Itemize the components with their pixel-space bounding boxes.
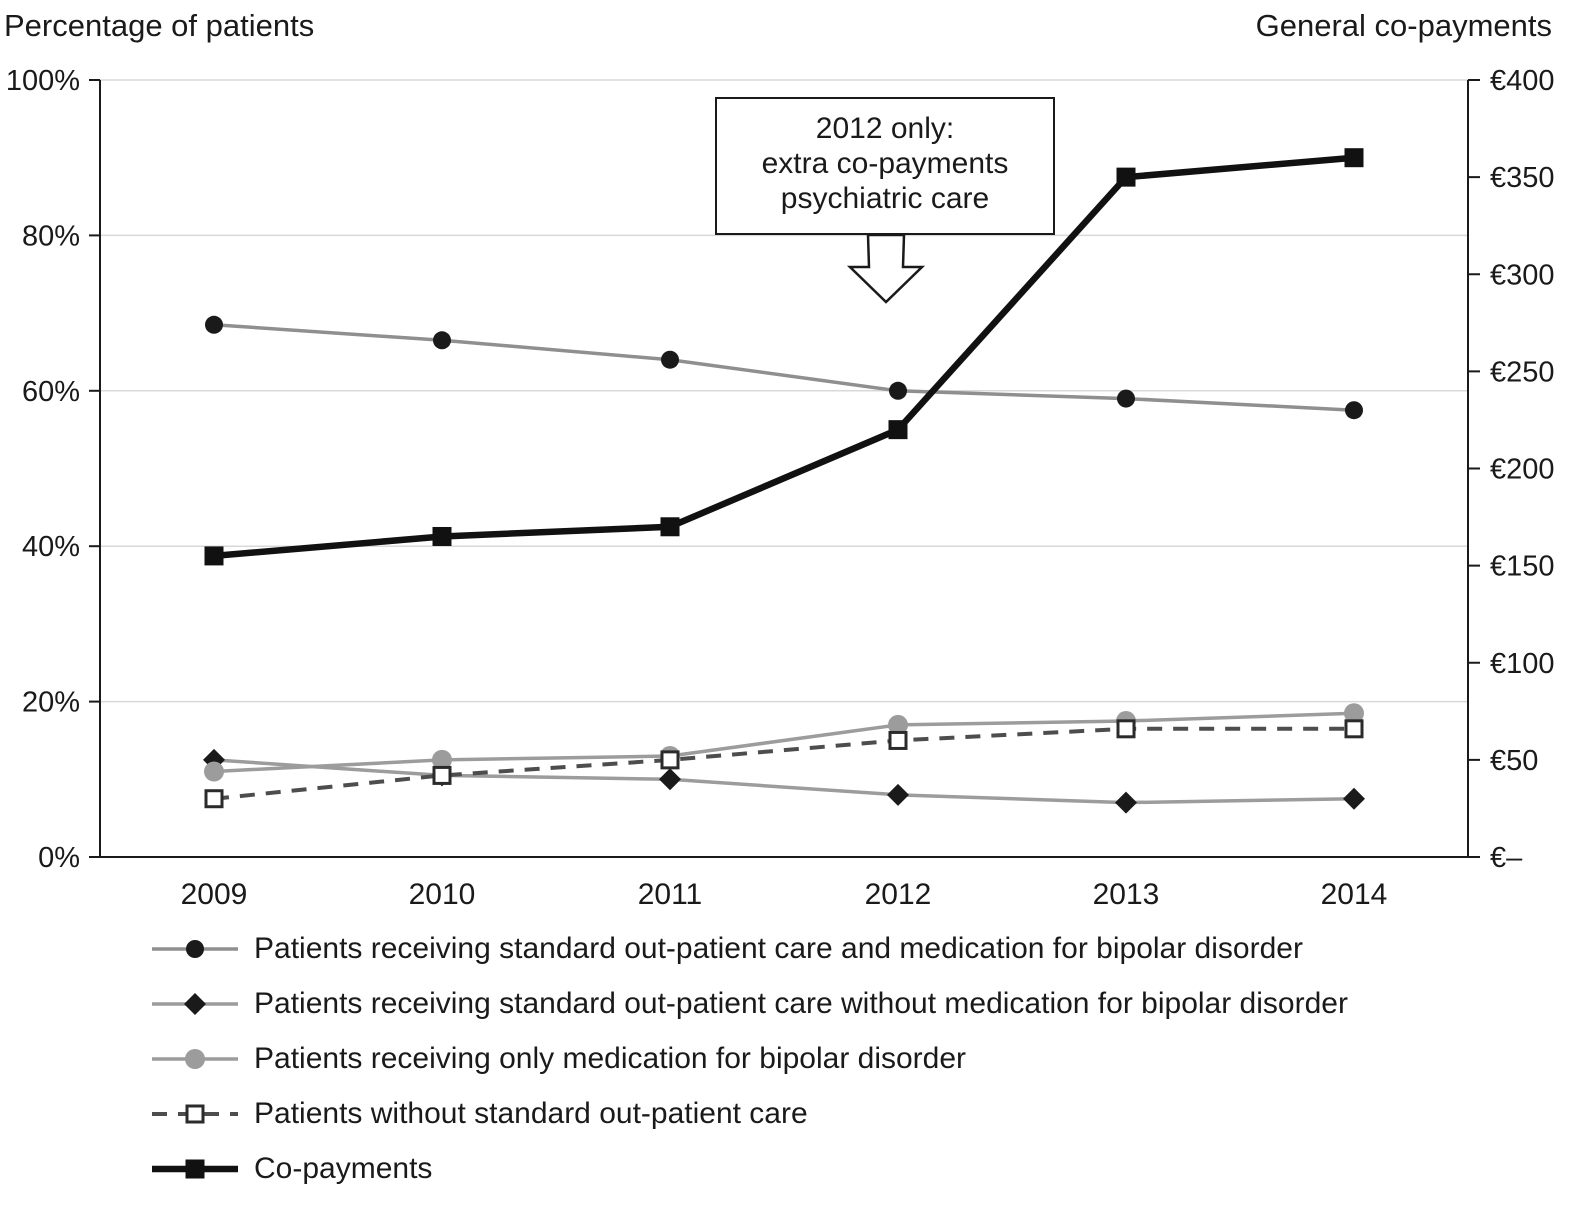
chart-legend: Patients receiving standard out-patient … — [0, 932, 1570, 1186]
line-chart: 0% 20% 40% 60% 80% 100% €– €50 €100 €150 €200 €250 €… — [0, 50, 1570, 930]
left-axis-title: Percentage of patients — [4, 8, 315, 43]
legend-marker-svg — [152, 1104, 238, 1124]
legend-marker-open-square — [152, 1101, 238, 1127]
svg-text:€–: €– — [1490, 842, 1523, 874]
legend-marker-svg — [152, 1049, 238, 1069]
svg-text:0%: 0% — [38, 842, 80, 874]
legend-item-standard-care-with-medication: Patients receiving standard out-patient … — [152, 932, 1570, 966]
series-0 — [205, 315, 1363, 420]
legend-item-standard-care-without-medication: Patients receiving standard out-patient … — [152, 987, 1570, 1021]
svg-text:psychiatric care: psychiatric care — [781, 182, 989, 215]
svg-text:€100: €100 — [1490, 648, 1555, 680]
legend-marker-svg — [152, 1159, 238, 1179]
legend-label: Patients receiving standard out-patient … — [254, 987, 1348, 1020]
svg-text:€200: €200 — [1490, 454, 1555, 486]
legend-item-without-standard-care: Patients without standard out-patient ca… — [152, 1097, 1570, 1131]
svg-text:€150: €150 — [1490, 551, 1555, 583]
svg-text:2010: 2010 — [409, 878, 476, 911]
legend-marker-filled-square — [152, 1156, 238, 1182]
svg-text:€400: €400 — [1490, 65, 1555, 97]
svg-text:€300: €300 — [1490, 259, 1555, 291]
svg-text:2009: 2009 — [181, 878, 248, 911]
legend-label: Patients receiving standard out-patient … — [254, 932, 1303, 965]
svg-text:extra co-payments: extra co-payments — [762, 147, 1009, 180]
svg-text:2012: 2012 — [865, 878, 932, 911]
svg-text:2013: 2013 — [1093, 878, 1160, 911]
legend-marker-diamond — [152, 991, 238, 1017]
svg-text:€350: €350 — [1490, 162, 1555, 194]
svg-text:€250: €250 — [1490, 356, 1555, 388]
legend-marker-gray-circle — [152, 1046, 238, 1072]
axis-titles-row: Percentage of patients General co-paymen… — [0, 0, 1570, 50]
svg-text:40%: 40% — [22, 531, 80, 563]
legend-marker-svg — [152, 993, 238, 1015]
svg-text:60%: 60% — [22, 376, 80, 408]
series-3 — [204, 719, 1364, 809]
axes: 0% 20% 40% 60% 80% 100% €– €50 €100 €150 €200 €250 €… — [6, 65, 1555, 911]
legend-item-co-payments: Co-payments — [152, 1152, 1570, 1186]
legend-label: Patients without standard out-patient ca… — [254, 1097, 808, 1130]
svg-text:2014: 2014 — [1321, 878, 1388, 911]
line-chart-svg: 0% 20% 40% 60% 80% 100% €– €50 €100 €150 €200 €250 €… — [6, 65, 1555, 911]
series-4 — [204, 148, 1364, 566]
svg-text:100%: 100% — [6, 65, 80, 97]
svg-text:20%: 20% — [22, 687, 80, 719]
legend-marker-filled-circle — [152, 936, 238, 962]
svg-text:2012 only:: 2012 only: — [816, 112, 954, 145]
legend-label: Co-payments — [254, 1152, 433, 1185]
right-axis-title: General co-payments — [1255, 8, 1552, 43]
svg-text:2011: 2011 — [638, 878, 703, 911]
legend-label: Patients receiving only medication for b… — [254, 1042, 967, 1075]
legend-item-only-medication: Patients receiving only medication for b… — [152, 1042, 1570, 1076]
legend-marker-svg — [152, 940, 238, 958]
svg-text:€50: €50 — [1490, 745, 1538, 777]
svg-text:80%: 80% — [22, 220, 80, 252]
